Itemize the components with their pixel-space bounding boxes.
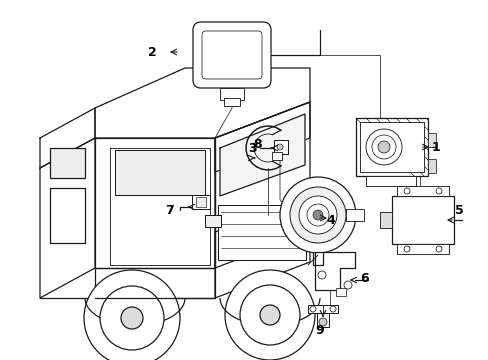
Bar — [307, 305, 337, 313]
Text: 1: 1 — [431, 140, 440, 153]
Circle shape — [260, 305, 280, 325]
Polygon shape — [215, 102, 309, 268]
Circle shape — [240, 285, 299, 345]
Circle shape — [224, 270, 314, 360]
Bar — [396, 244, 448, 254]
Circle shape — [84, 270, 180, 360]
Circle shape — [435, 188, 441, 194]
Bar — [271, 152, 282, 160]
Text: 5: 5 — [454, 203, 463, 216]
Bar — [204, 215, 221, 227]
Bar — [427, 159, 435, 173]
Text: 3: 3 — [247, 141, 256, 154]
Bar — [365, 176, 415, 186]
Bar — [273, 140, 287, 154]
Polygon shape — [95, 138, 215, 268]
Bar — [396, 186, 448, 196]
Polygon shape — [215, 196, 309, 298]
Circle shape — [371, 135, 395, 159]
Bar — [355, 118, 427, 176]
Text: 9: 9 — [314, 324, 323, 337]
Text: 8: 8 — [252, 138, 261, 150]
Bar — [50, 188, 85, 243]
Polygon shape — [40, 138, 95, 298]
Polygon shape — [220, 114, 305, 196]
FancyBboxPatch shape — [193, 22, 270, 88]
Circle shape — [365, 129, 401, 165]
Text: 7: 7 — [164, 203, 173, 216]
Circle shape — [312, 210, 323, 220]
Bar — [391, 196, 453, 244]
Circle shape — [121, 307, 142, 329]
Polygon shape — [40, 108, 95, 168]
Circle shape — [403, 246, 409, 252]
Bar — [196, 197, 205, 207]
Bar — [346, 209, 363, 221]
Circle shape — [309, 306, 315, 312]
Circle shape — [377, 141, 389, 153]
Circle shape — [276, 144, 283, 150]
Circle shape — [306, 204, 328, 226]
Circle shape — [435, 246, 441, 252]
Text: 2: 2 — [148, 45, 157, 59]
Bar — [224, 98, 240, 106]
Bar — [50, 148, 85, 178]
Bar — [379, 212, 391, 228]
FancyBboxPatch shape — [202, 31, 262, 79]
Bar — [218, 205, 305, 260]
Polygon shape — [314, 252, 354, 290]
Bar — [335, 288, 346, 296]
Bar — [220, 88, 244, 100]
Text: 6: 6 — [359, 271, 368, 284]
Bar — [427, 133, 435, 147]
Polygon shape — [95, 268, 215, 298]
Circle shape — [403, 188, 409, 194]
Circle shape — [100, 286, 163, 350]
Circle shape — [298, 196, 336, 234]
Polygon shape — [115, 150, 204, 195]
Circle shape — [318, 318, 326, 326]
Bar — [359, 122, 423, 172]
Circle shape — [289, 187, 346, 243]
Text: 4: 4 — [325, 213, 334, 226]
Bar — [316, 313, 328, 327]
Circle shape — [280, 177, 355, 253]
Circle shape — [329, 306, 335, 312]
Bar — [192, 195, 209, 209]
Polygon shape — [95, 68, 309, 138]
Polygon shape — [215, 102, 309, 172]
Circle shape — [343, 281, 351, 289]
Circle shape — [317, 271, 325, 279]
